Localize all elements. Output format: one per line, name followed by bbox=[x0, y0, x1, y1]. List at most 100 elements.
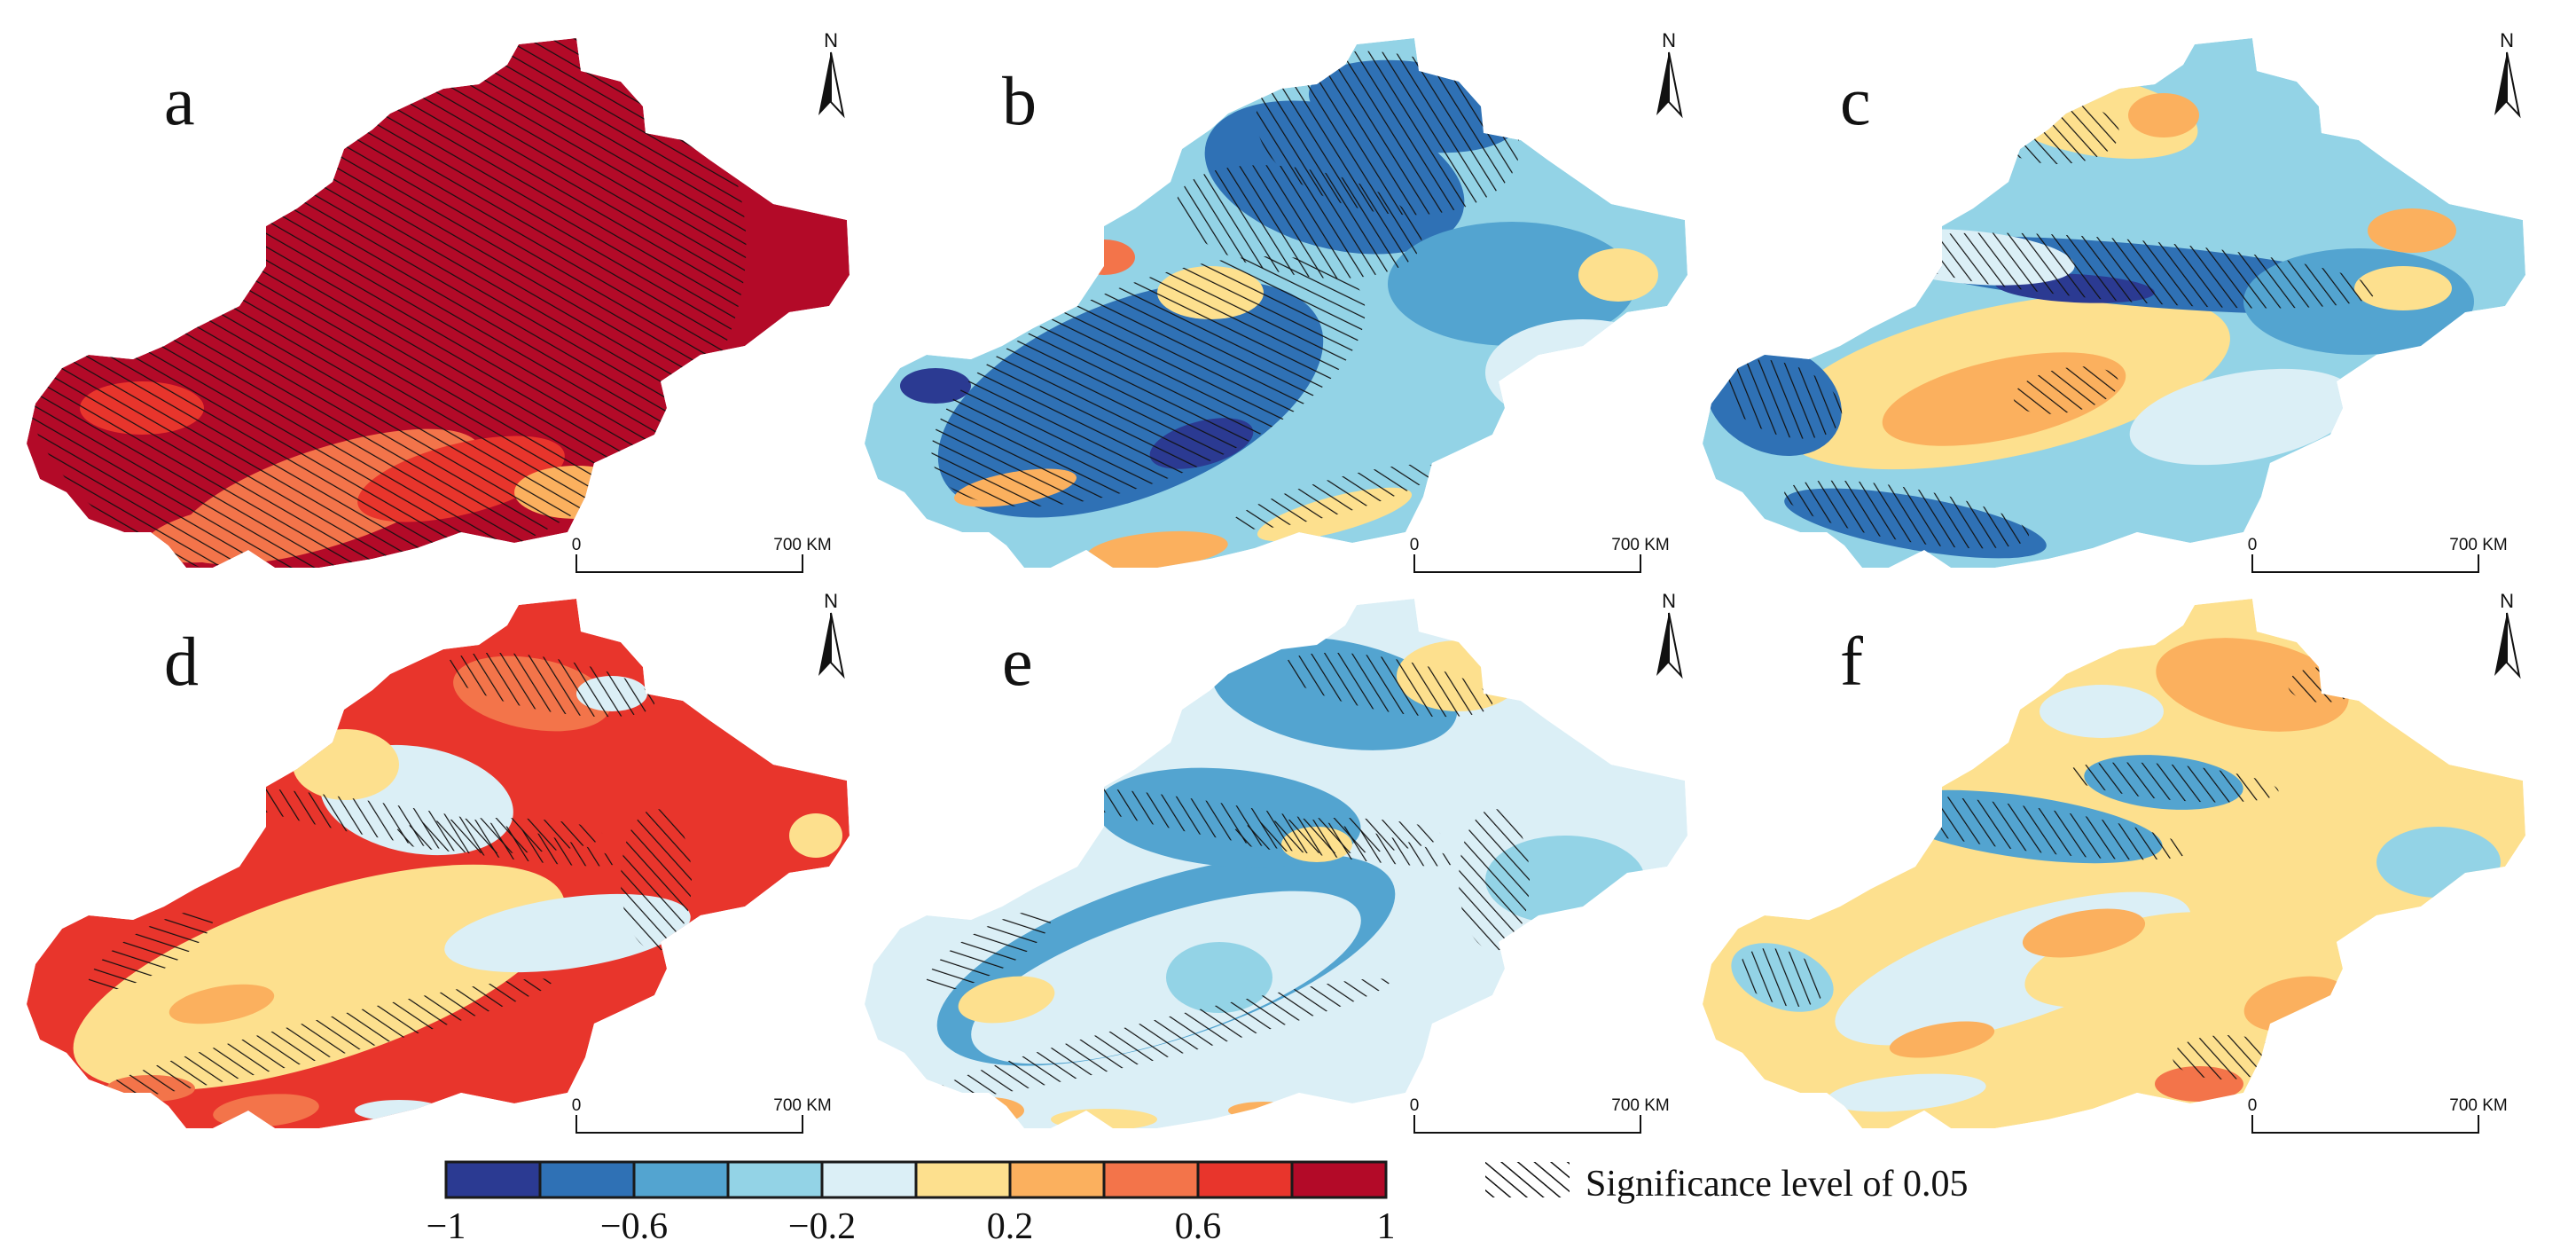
scale-bar: 0 700 KM bbox=[572, 1096, 832, 1134]
scale-end-label: 700 KM bbox=[2449, 1096, 2507, 1115]
map-value-patch bbox=[73, 864, 566, 1091]
map-region-fill bbox=[1703, 599, 2525, 1128]
panel-label: f bbox=[1840, 623, 1863, 700]
north-arrow-icon: N bbox=[2494, 590, 2521, 679]
north-arrow-icon: N bbox=[818, 590, 845, 679]
scale-end-label: 700 KM bbox=[1611, 536, 1669, 554]
map-region-fill bbox=[1703, 38, 2525, 568]
colorbar-swatch bbox=[820, 1160, 918, 1199]
colorbar-tick-label: 0.2 bbox=[987, 1206, 1034, 1247]
colorbar-swatches bbox=[444, 1160, 1388, 1199]
map-value-patch bbox=[2022, 908, 2146, 958]
scale-end-label: 700 KM bbox=[773, 536, 831, 554]
scale-end-label: 700 KM bbox=[1611, 1096, 1669, 1115]
north-label: N bbox=[1662, 590, 1676, 612]
significance-hatch-swatch bbox=[1485, 1162, 1570, 1197]
scale-bar: 0 700 KM bbox=[2248, 536, 2508, 573]
map-value-patch bbox=[1428, 1028, 1490, 1060]
map-value-patch bbox=[1228, 1102, 1299, 1119]
north-arrow-icon: N bbox=[1656, 590, 1683, 679]
map-panels: a N 0 700 KM b N 0 700 KM c N 0 700 KM d N 0 700 KM e N 0 7… bbox=[27, 29, 2525, 1134]
colorbar-tick-label: 0.6 bbox=[1175, 1206, 1222, 1247]
map-value-patch bbox=[2368, 208, 2456, 253]
colorbar-swatch bbox=[914, 1160, 1012, 1199]
map-region-fill bbox=[27, 38, 850, 568]
colorbar-tick-label: 1 bbox=[1377, 1206, 1396, 1247]
map-region-fill bbox=[865, 599, 1687, 1128]
north-arrow-icon: N bbox=[1656, 29, 1683, 119]
map-value-patch bbox=[2040, 685, 2164, 738]
significance-label: Significance level of 0.05 bbox=[1586, 1164, 1969, 1205]
map-panel-d: d N 0 700 KM bbox=[27, 590, 850, 1134]
scale-start-label: 0 bbox=[572, 536, 582, 554]
map-panel-b: b N 0 700 KM bbox=[865, 29, 1687, 573]
map-panel-e: e N 0 700 KM bbox=[865, 590, 1687, 1134]
map-panel-a: a N 0 700 KM bbox=[27, 29, 850, 573]
scale-start-label: 0 bbox=[1410, 1096, 1420, 1115]
map-value-patch bbox=[1578, 248, 1658, 302]
colorbar-legend: −1 −0.6 −0.2 0.2 0.6 1 Significance level of … bbox=[427, 1160, 1969, 1247]
significance-hatching bbox=[924, 652, 1530, 1101]
scale-start-label: 0 bbox=[2248, 1096, 2258, 1115]
north-label: N bbox=[2500, 590, 2514, 612]
map-value-patch bbox=[1889, 1021, 1995, 1058]
map-value-patch bbox=[168, 984, 275, 1024]
map-value-patch bbox=[293, 729, 399, 800]
colorbar-tick-labels: −1 −0.6 −0.2 0.2 0.6 1 bbox=[427, 1206, 1396, 1247]
map-value-patch bbox=[1827, 1073, 1986, 1112]
north-label: N bbox=[824, 590, 838, 612]
map-value-patch bbox=[1073, 239, 1135, 275]
colorbar-swatch bbox=[632, 1160, 730, 1199]
panel-label: d bbox=[164, 623, 199, 700]
map-value-patch bbox=[2128, 93, 2199, 137]
panel-label: e bbox=[1002, 623, 1033, 700]
scale-bar: 0 700 KM bbox=[572, 536, 832, 573]
panel-label: a bbox=[164, 62, 195, 139]
scale-end-label: 700 KM bbox=[773, 1096, 831, 1115]
map-panel-c: c N 0 700 KM bbox=[1703, 29, 2525, 573]
map-value-patch bbox=[1166, 942, 1272, 1013]
map-value-patch bbox=[953, 1097, 1024, 1124]
significance-hatching bbox=[86, 652, 692, 1101]
significance-legend: Significance level of 0.05 bbox=[1485, 1162, 1969, 1205]
map-value-patch bbox=[355, 1100, 443, 1121]
map-panel-f: f N 0 700 KM bbox=[1703, 590, 2525, 1134]
north-label: N bbox=[2500, 29, 2514, 51]
map-value-patch bbox=[2156, 638, 2349, 732]
colorbar-tick-label: −1 bbox=[427, 1206, 466, 1247]
colorbar-swatch bbox=[1290, 1160, 1388, 1199]
scale-end-label: 700 KM bbox=[2449, 536, 2507, 554]
colorbar-tick-label: −0.2 bbox=[788, 1206, 856, 1247]
colorbar-swatch bbox=[538, 1160, 636, 1199]
colorbar-swatch bbox=[1196, 1160, 1294, 1199]
scale-start-label: 0 bbox=[572, 1096, 582, 1115]
map-value-patch bbox=[1485, 319, 1680, 426]
map-value-patch bbox=[2354, 266, 2452, 310]
north-arrow-icon: N bbox=[818, 29, 845, 119]
colorbar-swatch bbox=[1102, 1160, 1200, 1199]
map-value-patch bbox=[789, 813, 842, 858]
map-value-patch bbox=[2376, 827, 2501, 898]
significance-hatching bbox=[931, 51, 1520, 530]
scale-start-label: 0 bbox=[2248, 536, 2258, 554]
map-value-patch bbox=[958, 976, 1055, 1024]
map-value-patch bbox=[900, 368, 971, 404]
map-region-fill bbox=[27, 599, 850, 1128]
colorbar-tick-label: −0.6 bbox=[600, 1206, 668, 1247]
north-arrow-icon: N bbox=[2494, 29, 2521, 119]
significance-hatching bbox=[27, 38, 747, 568]
panel-label: b bbox=[1002, 62, 1037, 139]
map-value-patch bbox=[2024, 912, 2250, 1008]
scale-bar: 0 700 KM bbox=[2248, 1096, 2508, 1134]
panel-label: c bbox=[1840, 62, 1871, 139]
map-value-patch bbox=[2129, 368, 2358, 466]
map-value-patch bbox=[1051, 1109, 1157, 1128]
map-value-patch bbox=[1388, 222, 1636, 346]
map-value-patch bbox=[1086, 530, 1228, 568]
colorbar-swatch bbox=[444, 1160, 542, 1199]
colorbar-swatch bbox=[726, 1160, 824, 1199]
colorbar-swatch bbox=[1008, 1160, 1106, 1199]
north-label: N bbox=[824, 29, 838, 51]
map-region-fill bbox=[865, 38, 1687, 568]
